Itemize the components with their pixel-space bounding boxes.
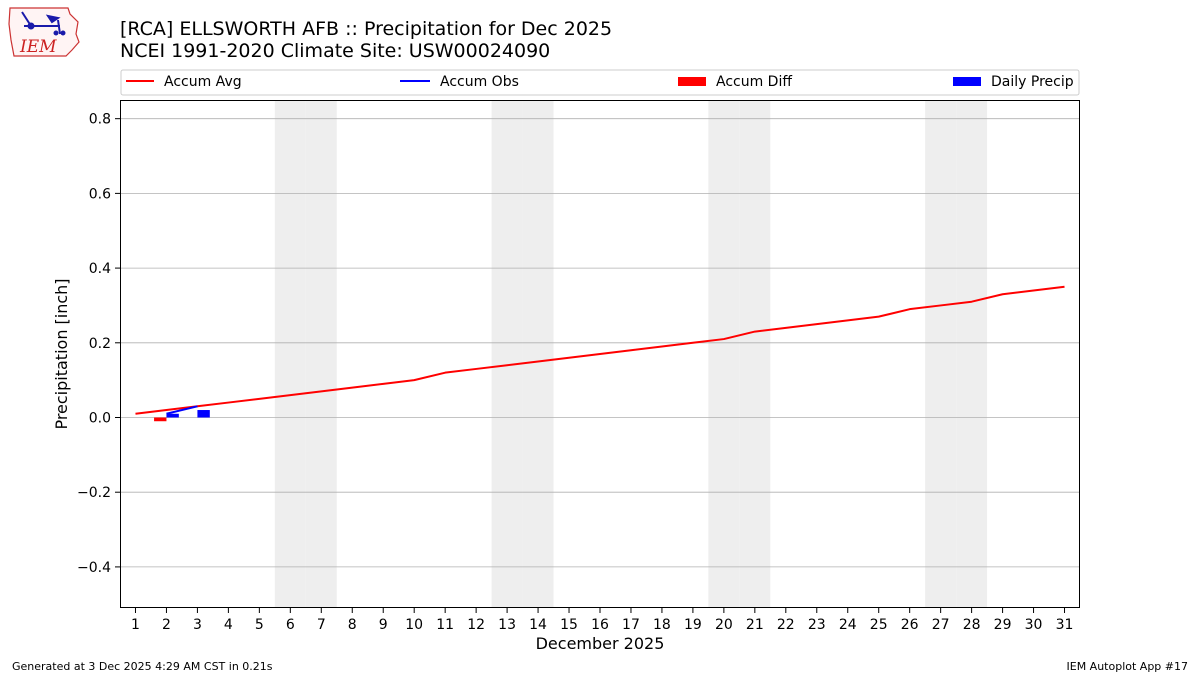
iem-logo: IEM	[8, 7, 80, 57]
x-tick-label: 10	[405, 617, 423, 633]
x-tick-label: 4	[224, 617, 233, 633]
accum-avg-line	[135, 285, 1065, 415]
legend-swatch-accum-diff	[678, 77, 706, 86]
plot-frame	[120, 100, 1080, 608]
y-tick-label: −0.4	[77, 560, 111, 576]
y-tick-label: 0.6	[89, 186, 111, 202]
x-tick-label: 26	[901, 617, 919, 633]
weekend-shading	[274, 100, 988, 608]
y-tick-label: 0.2	[89, 336, 111, 352]
x-tick-label: 25	[870, 617, 888, 633]
chart-title: [RCA] ELLSWORTH AFB :: Precipitation for…	[120, 18, 612, 40]
x-tick-label: 1	[131, 617, 140, 633]
x-tick-label: 30	[1025, 617, 1043, 633]
x-tick-label: 15	[560, 617, 578, 633]
x-tick-label: 18	[653, 617, 671, 633]
y-tick-label: 0.8	[89, 112, 111, 128]
legend-frame	[120, 69, 1080, 96]
weekend-shade-band	[305, 100, 337, 608]
legend-label-accum-avg: Accum Avg	[164, 74, 242, 90]
grid-lines	[120, 118, 1080, 568]
x-tick-label: 9	[379, 617, 388, 633]
weekend-shade-band	[956, 100, 988, 608]
x-tick-label: 2	[162, 617, 171, 633]
weather-station-icon	[21, 11, 66, 36]
x-tick-label: 27	[932, 617, 950, 633]
weekend-shade-band	[739, 100, 771, 608]
legend-label-daily-precip: Daily Precip	[991, 74, 1074, 90]
x-tick-label: 13	[498, 617, 516, 633]
weekend-shade-band	[925, 100, 957, 608]
accum-diff-bar	[154, 417, 167, 422]
y-axis-label: Precipitation [inch]	[52, 278, 71, 429]
legend: Accum Avg Accum Obs Accum Diff Daily Pre…	[120, 69, 1080, 96]
daily-precip-bar	[197, 410, 210, 418]
daily-precip-bar	[166, 413, 179, 418]
weekend-shade-band	[522, 100, 554, 608]
x-tick-label: 6	[286, 617, 295, 633]
x-tick-label: 24	[839, 617, 857, 633]
weekend-shade-band	[274, 100, 306, 608]
iem-logo-text: IEM	[19, 37, 57, 57]
x-tick-label: 5	[255, 617, 264, 633]
legend-swatch-daily-precip	[953, 77, 981, 86]
accum-obs-line	[166, 405, 198, 415]
x-tick-label: 29	[994, 617, 1012, 633]
x-tick-label: 12	[467, 617, 485, 633]
x-tick-label: 16	[591, 617, 609, 633]
footer-generated: Generated at 3 Dec 2025 4:29 AM CST in 0…	[12, 660, 273, 673]
x-axis-label: December 2025	[536, 634, 665, 653]
data-series	[135, 285, 1065, 422]
footer-app: IEM Autoplot App #17	[1067, 660, 1189, 673]
x-tick-label: 17	[622, 617, 640, 633]
legend-label-accum-obs: Accum Obs	[440, 74, 519, 90]
x-tick-label: 23	[808, 617, 826, 633]
y-tick-label: 0.4	[89, 261, 111, 277]
x-tick-label: 31	[1056, 617, 1074, 633]
y-axis-ticks: −0.4 −0.2 0.0 0.2 0.4 0.6 0.8	[77, 112, 120, 576]
y-tick-label: 0.0	[89, 411, 111, 427]
y-tick-label: −0.2	[77, 485, 111, 501]
x-tick-label: 22	[777, 617, 795, 633]
weekend-shade-band	[491, 100, 523, 608]
x-tick-label: 28	[963, 617, 981, 633]
x-tick-label: 8	[348, 617, 357, 633]
legend-label-accum-diff: Accum Diff	[716, 74, 792, 90]
x-tick-label: 20	[715, 617, 733, 633]
chart-subtitle: NCEI 1991-2020 Climate Site: USW00024090	[120, 40, 550, 62]
x-tick-label: 7	[317, 617, 326, 633]
x-tick-label: 14	[529, 617, 547, 633]
weekend-shade-band	[708, 100, 740, 608]
x-tick-label: 11	[436, 617, 454, 633]
x-tick-label: 21	[746, 617, 764, 633]
x-tick-label: 3	[193, 617, 202, 633]
x-axis-ticks: 1 2 3 4 5 6 7 8 9 10 11 12 13 14 15 16 17 18 19 20 21 22 23 24 2…	[131, 608, 1073, 633]
x-tick-label: 19	[684, 617, 702, 633]
